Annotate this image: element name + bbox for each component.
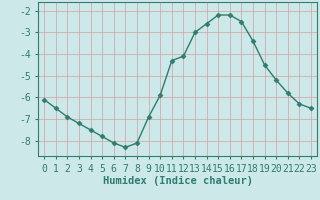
X-axis label: Humidex (Indice chaleur): Humidex (Indice chaleur) — [103, 176, 252, 186]
